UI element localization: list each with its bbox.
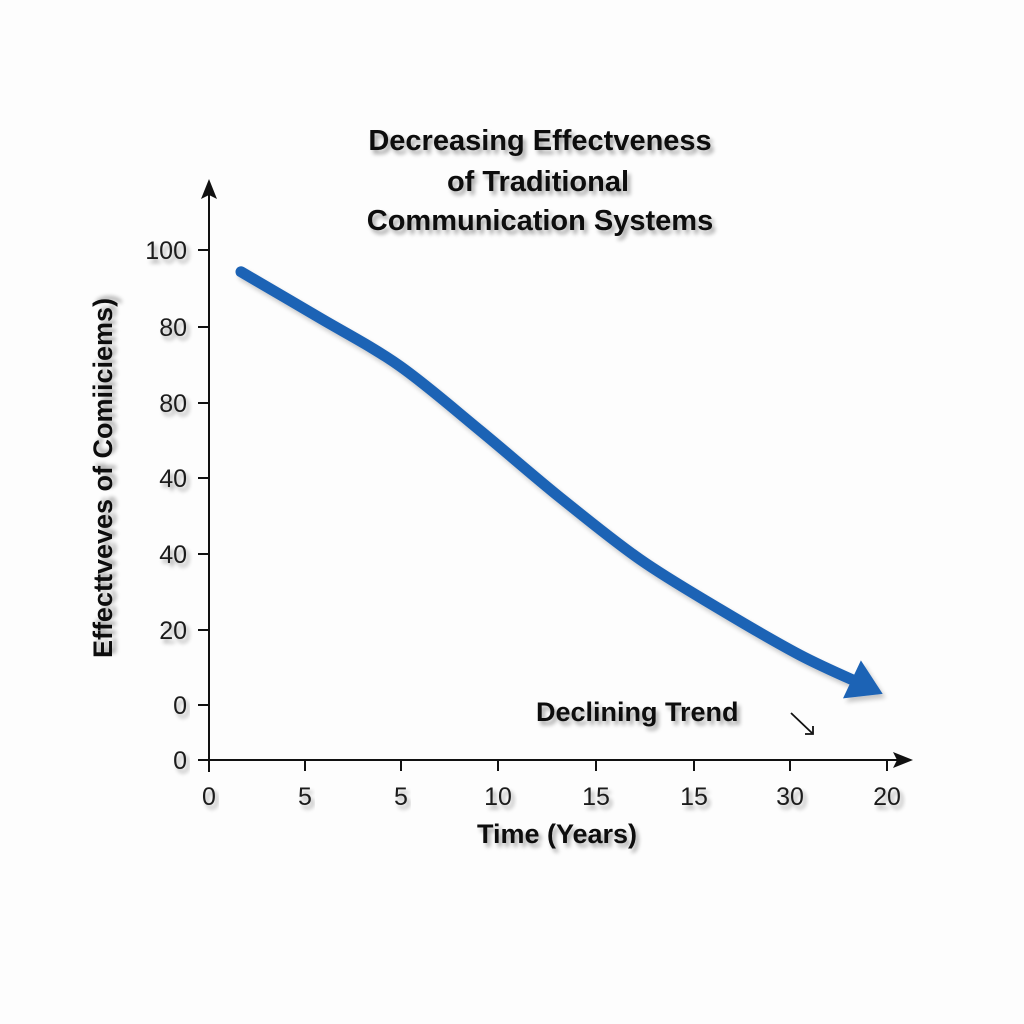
y-tick-label: 80 [159,314,187,342]
x-tick-label: 15 [582,783,610,811]
x-axis-title: Time (Years) [477,819,637,849]
y-tick-label: 0 [173,692,187,720]
y-tick-label: 0 [173,747,187,775]
chart-title-line-2: of Traditional [447,166,629,198]
y-axis-arrow-icon [201,179,217,199]
x-tick-label: 30 [776,783,804,811]
x-tick-label: 15 [680,783,708,811]
y-tick-label: 100 [145,237,187,265]
y-tick-label: 20 [159,617,187,645]
annotation-text: Declining Trend [536,697,739,727]
x-tick-label: 5 [298,783,312,811]
y-tick-label: 80 [159,390,187,418]
y-tick-label: 40 [159,465,187,493]
x-tick-label: 20 [873,783,901,811]
x-axis-arrow-icon [893,752,913,768]
small-arrow-down-right-icon [790,712,814,735]
x-tick-label: 10 [484,783,512,811]
chart-title: Decreasing Effectveness of Traditional C… [367,125,713,237]
y-axis-title: Effecttveves of Comiiciems) [88,298,118,658]
axes [199,179,913,772]
x-tick-label: 5 [394,783,408,811]
annotation-declining-trend: Declining Trend [536,697,814,735]
x-tick-label: 0 [202,783,216,811]
y-tick-label: 40 [159,541,187,569]
series-line [235,266,869,690]
y-ticks: 100 80 80 40 40 20 0 0 [145,237,209,775]
series-arrowhead-icon [843,660,883,699]
x-ticks: 0 5 5 10 15 15 30 20 [202,760,901,811]
series-layer [235,266,883,699]
chart-title-line-3: Communication Systems [367,205,713,237]
chart-title-line-1: Decreasing Effectveness [368,125,711,157]
